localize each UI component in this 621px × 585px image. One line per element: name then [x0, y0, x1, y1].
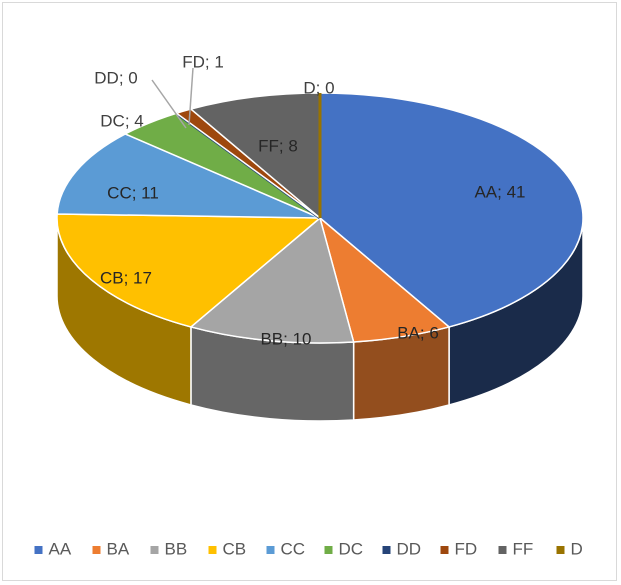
legend-label-dc: DC [339, 539, 364, 558]
data-label-ba: BA; 6 [397, 323, 439, 342]
legend-swatch-ba [92, 546, 101, 554]
legend-item-d: D [556, 539, 583, 558]
slice-bb [190, 217, 355, 344]
legend-label-fd: FD [455, 539, 478, 558]
data-label-cb: CB; 17 [100, 268, 152, 287]
legend-swatch-dc [324, 546, 333, 554]
legend-label-cc: CC [281, 539, 306, 558]
legend-label-bb: BB [165, 539, 188, 558]
legend-item-dc: DC [324, 539, 364, 558]
legend-label-ff: FF [513, 539, 534, 558]
legend-swatch-cb [208, 546, 217, 554]
slice-ff [190, 92, 321, 219]
legend-label-ba: BA [107, 539, 130, 558]
legend-swatch-cc [266, 546, 275, 554]
leader-line-dd [151, 79, 187, 129]
leader-lines [151, 67, 194, 129]
legend-item-aa: AA [34, 539, 72, 558]
legend-item-cb: CB [208, 539, 247, 558]
slice-cb [56, 213, 321, 328]
legend-swatch-dd [382, 546, 391, 554]
legend-label-aa: AA [49, 539, 72, 558]
data-labels: AA; 41 BA; 6 BB; 10 CB; 17 CC; 11 DC; 4 DD; 0 F… [94, 52, 525, 348]
legend-item-ff: FF [498, 539, 534, 558]
legend-item-bb: BB [150, 539, 188, 558]
legend: AA BA BB CB CC DC DD FD FF D [34, 539, 583, 558]
leader-line-fd [188, 67, 194, 126]
legend-item-fd: FD [440, 539, 478, 558]
legend-swatch-fd [440, 546, 449, 554]
pie-slices [56, 92, 584, 344]
legend-label-dd: DD [397, 539, 422, 558]
data-label-ff: FF; 8 [258, 136, 298, 155]
slice-cc [56, 133, 321, 219]
data-label-bb: BB; 10 [260, 329, 311, 348]
legend-item-cc: CC [266, 539, 306, 558]
data-label-dc: DC; 4 [100, 111, 143, 130]
legend-swatch-ff [498, 546, 507, 554]
legend-label-d: D [571, 539, 583, 558]
legend-item-dd: DD [382, 539, 422, 558]
data-label-d: D; 0 [303, 78, 334, 97]
legend-swatch-aa [34, 546, 43, 554]
data-label-dd: DD; 0 [94, 68, 137, 87]
data-label-cc: CC; 11 [107, 183, 159, 202]
legend-swatch-d [556, 546, 565, 554]
data-label-aa: AA; 41 [474, 182, 525, 201]
legend-label-cb: CB [223, 539, 247, 558]
slice-aa [319, 92, 584, 328]
legend-swatch-bb [150, 546, 159, 554]
legend-item-ba: BA [92, 539, 130, 558]
data-label-fd: FD; 1 [182, 52, 224, 71]
